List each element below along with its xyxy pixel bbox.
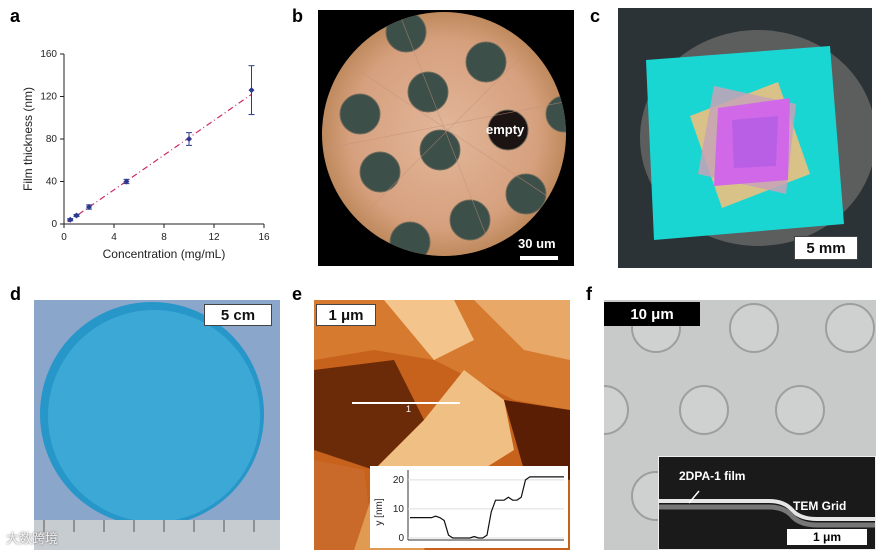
hole: [465, 41, 507, 83]
sem-inset: 2DPA-1 film TEM Grid 1 μm: [658, 456, 876, 550]
scale-label-f: 10 μm: [604, 302, 700, 326]
scale-label-b: 30 um: [518, 236, 556, 251]
fit-line: [67, 93, 252, 223]
data-point: [123, 178, 130, 185]
y-tick-label: 120: [40, 92, 57, 103]
empty-hole: [487, 109, 529, 151]
inset-y-label: y [nm]: [374, 498, 385, 525]
x-tick-label: 4: [111, 232, 117, 243]
panel-label-c: c: [590, 6, 601, 26]
hole: [339, 93, 381, 135]
film-photo: [640, 30, 872, 246]
line-profile-marker: [352, 402, 460, 404]
hole: [407, 71, 449, 113]
panel-label-d: d: [10, 284, 21, 304]
inset-grid-label: TEM Grid: [793, 499, 847, 513]
panel-label-f: f: [586, 284, 592, 304]
x-tick-label: 12: [208, 232, 220, 243]
film-overlap: [732, 116, 778, 168]
hole: [389, 221, 431, 256]
data-point: [86, 204, 92, 210]
x-tick-label: 8: [161, 232, 167, 243]
scale-label-d: 5 cm: [204, 304, 272, 326]
panel-label-a: a: [10, 6, 21, 26]
scale-label-e: 1 μm: [316, 304, 376, 326]
watermark: 大数跨境: [6, 531, 59, 546]
hole: [449, 199, 491, 241]
y-tick-label: 160: [40, 49, 57, 60]
inset-scale-label: 1 μm: [787, 529, 867, 545]
grid-micrograph: [322, 12, 566, 256]
panel-label-e: e: [292, 284, 303, 304]
inset-y-tick-label: 20: [393, 475, 405, 486]
panel-f-sem: 10 μm 2DPA-1 film TEM Grid 1 μm: [604, 300, 876, 550]
panel-e-afm: 1 μm 1 20 10 0 y [nm]: [314, 300, 570, 550]
x-tick-label: 0: [61, 232, 67, 243]
height-profile-inset: 20 10 0 y [nm]: [370, 466, 568, 548]
panel-b-micrograph: empty 30 um: [318, 10, 574, 266]
y-axis-label: Film thickness (nm): [21, 87, 35, 191]
hole: [385, 12, 427, 53]
data-point: [186, 136, 192, 142]
hole: [505, 173, 547, 215]
y-tick-label: 40: [46, 177, 58, 188]
x-axis-label: Concentration (mg/mL): [103, 247, 226, 261]
panel-label-b: b: [292, 6, 303, 26]
profile-marker-label: 1: [406, 404, 412, 414]
x-tick-label: 16: [258, 232, 270, 243]
panel-d-wafer: 5 cm: [34, 300, 280, 550]
y-tick-label: 80: [46, 134, 58, 145]
data-point: [248, 87, 255, 94]
wafer-photo: [34, 302, 280, 550]
scale-bar-b: [520, 256, 558, 260]
hole: [322, 211, 353, 253]
hole: [419, 129, 461, 171]
data-point: [73, 212, 80, 219]
inset-y-tick-label: 10: [393, 504, 405, 515]
height-profile-line: [410, 476, 564, 539]
panel-c-photo: 5 mm: [618, 8, 872, 268]
data-point: [67, 216, 74, 223]
inset-y-tick-label: 0: [398, 533, 404, 544]
inset-film-label: 2DPA-1 film: [679, 469, 746, 483]
empty-annotation: empty: [486, 122, 525, 137]
hole: [359, 151, 401, 193]
y-tick-label: 0: [51, 219, 57, 230]
scale-label-c: 5 mm: [794, 236, 858, 260]
